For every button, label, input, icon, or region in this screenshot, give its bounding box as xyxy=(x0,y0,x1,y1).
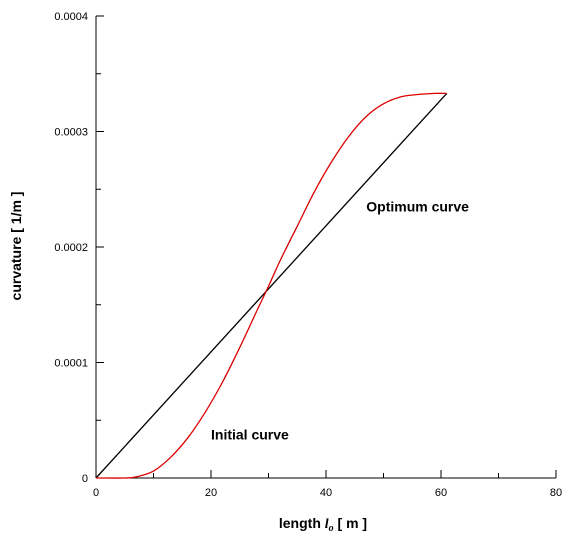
optimum-curve-line xyxy=(95,92,448,479)
series-lines xyxy=(95,92,448,479)
y-axis-title: curvature [ 1/m ] xyxy=(8,192,24,301)
initial-curve-line xyxy=(95,92,447,479)
y-tick-label: 0.0003 xyxy=(54,127,88,139)
labels: length lo [ m ] curvature [ 1/m ] Optimu… xyxy=(8,192,469,534)
x-tick-label: 0 xyxy=(93,487,99,499)
x-tick-label: 20 xyxy=(205,487,217,499)
y-tick-label: 0.0004 xyxy=(54,11,88,23)
axes xyxy=(95,16,556,479)
ticks: 0 20 40 60 80 0 0.0001 0.0002 0.0003 0.0004 xyxy=(54,11,562,499)
y-tick-label: 0.0002 xyxy=(54,242,88,254)
x-tick-label: 80 xyxy=(550,487,562,499)
x-tick-label: 60 xyxy=(435,487,447,499)
y-tick-label: 0 xyxy=(82,473,88,485)
optimum-curve-label: Optimum curve xyxy=(366,199,469,215)
x-axis-title: length lo [ m ] xyxy=(279,515,367,534)
x-tick-label: 40 xyxy=(320,487,332,499)
y-tick-label: 0.0001 xyxy=(54,358,88,370)
initial-curve-label: Initial curve xyxy=(211,427,289,443)
